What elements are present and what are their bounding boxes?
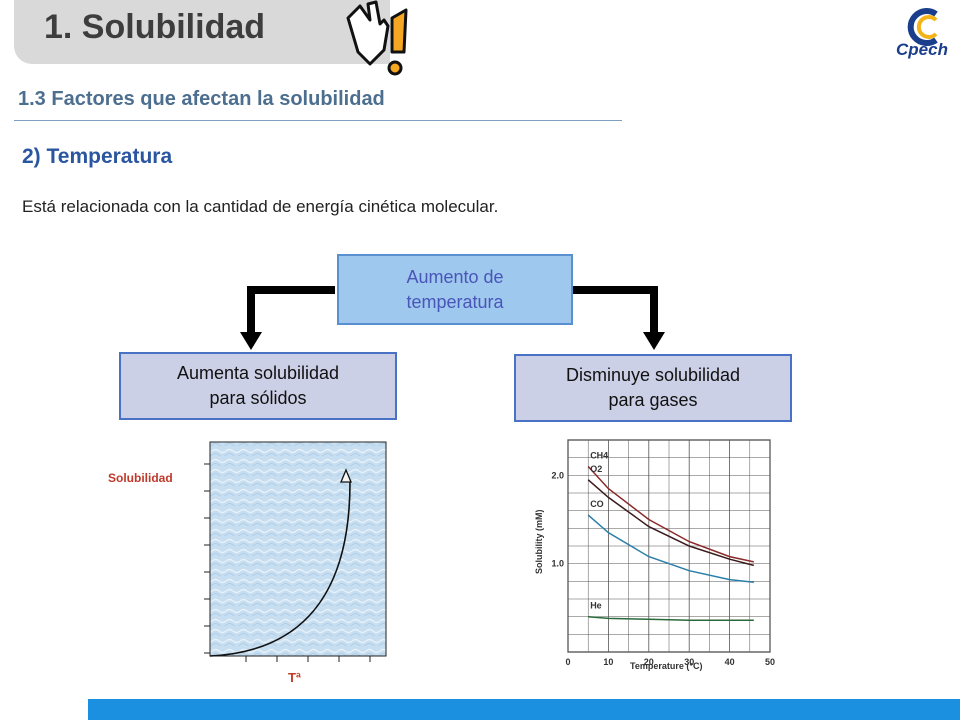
chart2-xlabel: Temperature (°C) [630,661,702,671]
chart2-series-label: He [590,601,602,611]
right-arrow-head [643,332,665,350]
chart2-x-tick-label: 30 [684,657,694,667]
chart1-x-ticks [245,656,371,662]
chart2-x-tick-label: 20 [644,657,654,667]
chart2-series-o2 [587,479,754,567]
chart2-x-tick-label: 40 [725,657,735,667]
chart2-grid [567,439,771,653]
right-arrow-line [573,286,658,334]
chart2-series-label: CO [590,499,604,509]
temperature-increase-box: Aumento de temperatura [337,254,573,325]
pointing-hand-icon [346,0,408,76]
gases-solubility-chart: CH4 O2 CO He 0 10 20 30 40 50 1.0 2.0 Temperature… [534,439,775,671]
chart2-series-co [587,514,754,583]
chart2-y-tick-labels: 1.0 2.0 [551,470,564,568]
section-subtitle: 1.3 Factores que afectan la solubilidad [18,88,385,110]
chart2-series-he [588,615,754,621]
chart2-series-labels: CH4 O2 CO He [590,451,608,611]
subtitle-divider [14,120,622,121]
description-text: Está relacionada con la cantidad de ener… [22,197,499,216]
chart2-series-ch4 [587,465,754,563]
chart2-ylabel: Solubility (mM) [534,510,544,575]
solids-solubility-chart: Solubilidad Tª [108,441,387,685]
chart1-xlabel: Tª [288,670,301,685]
chart2-x-tick-labels: 0 10 20 30 40 50 [565,657,775,667]
chart2-series [587,465,754,621]
solids-solubility-box: Aumenta solubilidad para sólidos [119,352,397,420]
chart1-ylabel: Solubilidad [108,471,173,485]
left-arrow-line [247,286,335,334]
chart2-y-tick-label: 1.0 [551,559,564,569]
chart1-arrowhead [340,468,352,483]
chart2-y-tick-label: 2.0 [551,470,564,480]
cpech-logo [907,8,938,46]
section-heading: 2) Temperatura [22,145,173,168]
chart2-x-tick-label: 10 [603,657,613,667]
gases-solubility-box: Disminuye solubilidad para gases [514,354,792,422]
chart2-x-tick-label: 50 [765,657,775,667]
chart1-curve [209,481,351,657]
title-tab [14,0,390,64]
chart2-series-label: O2 [590,464,602,474]
footer-bar [88,699,960,720]
left-arrow-head [240,332,262,350]
chart2-series-label: CH4 [590,451,608,461]
logo-text: Cpech [896,40,948,59]
page-title: 1. Solubilidad [44,8,266,46]
chart1-plot-area [209,441,387,657]
chart1-y-ticks [204,463,210,654]
chart2-x-tick-label: 0 [565,657,570,667]
